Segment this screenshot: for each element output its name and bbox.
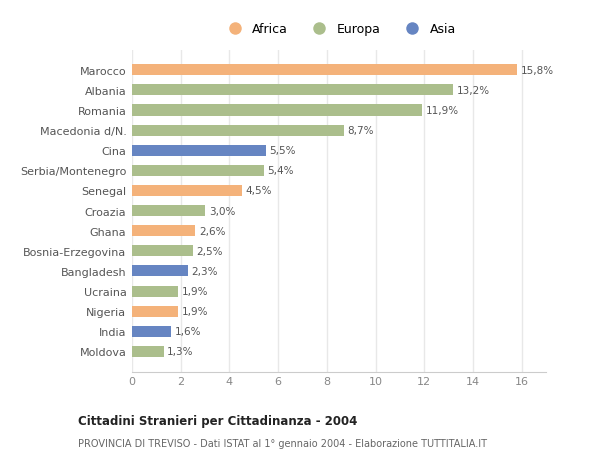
Text: 2,3%: 2,3% [191, 266, 218, 276]
Bar [132, 65, 517, 76]
Text: 1,9%: 1,9% [182, 307, 208, 317]
Text: 5,5%: 5,5% [269, 146, 296, 156]
Legend: Africa, Europa, Asia: Africa, Europa, Asia [217, 18, 461, 41]
Text: 13,2%: 13,2% [457, 86, 490, 95]
Text: 15,8%: 15,8% [520, 66, 554, 76]
Text: 3,0%: 3,0% [209, 206, 235, 216]
Bar [132, 185, 242, 196]
Text: 8,7%: 8,7% [347, 126, 374, 136]
Text: 2,6%: 2,6% [199, 226, 226, 236]
Text: 1,6%: 1,6% [175, 327, 201, 336]
Text: Cittadini Stranieri per Cittadinanza - 2004: Cittadini Stranieri per Cittadinanza - 2… [78, 414, 358, 428]
Bar [132, 206, 205, 217]
Bar [132, 326, 171, 337]
Bar [132, 246, 193, 257]
Bar [132, 105, 422, 116]
Text: 5,4%: 5,4% [267, 166, 293, 176]
Bar [132, 165, 263, 177]
Text: 1,9%: 1,9% [182, 286, 208, 297]
Bar [132, 306, 178, 317]
Bar [132, 125, 344, 136]
Text: 1,3%: 1,3% [167, 347, 194, 357]
Text: 2,5%: 2,5% [197, 246, 223, 256]
Bar [132, 286, 178, 297]
Text: 11,9%: 11,9% [425, 106, 458, 116]
Bar [132, 346, 164, 357]
Bar [132, 146, 266, 157]
Bar [132, 85, 454, 96]
Bar [132, 266, 188, 277]
Text: PROVINCIA DI TREVISO - Dati ISTAT al 1° gennaio 2004 - Elaborazione TUTTITALIA.I: PROVINCIA DI TREVISO - Dati ISTAT al 1° … [78, 438, 487, 448]
Text: 4,5%: 4,5% [245, 186, 272, 196]
Bar [132, 226, 196, 237]
